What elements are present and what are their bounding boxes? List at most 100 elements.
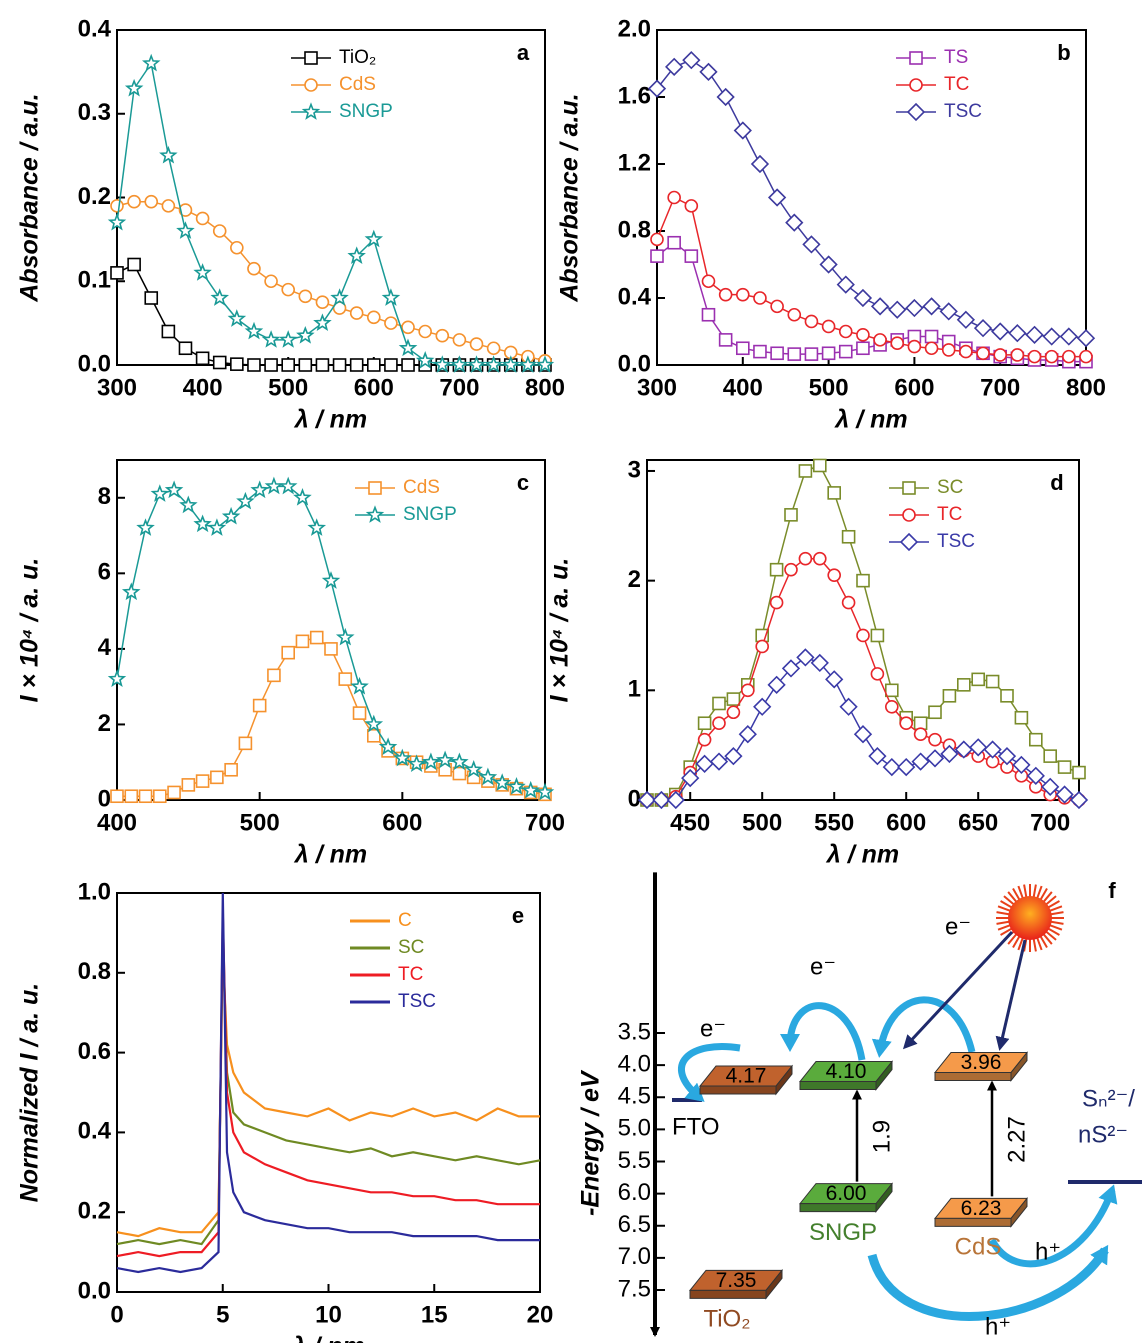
marker bbox=[281, 358, 296, 372]
sun-ray bbox=[1017, 936, 1025, 951]
hole-arrow bbox=[867, 1244, 1109, 1321]
marker bbox=[164, 480, 184, 499]
marker bbox=[153, 789, 167, 804]
y-tick-label: 0.4 bbox=[78, 15, 112, 42]
marker bbox=[401, 358, 415, 372]
marker bbox=[296, 325, 315, 344]
marker bbox=[1043, 749, 1057, 763]
sun-ray bbox=[1049, 920, 1064, 925]
marker bbox=[381, 288, 401, 306]
marker bbox=[486, 341, 501, 356]
x-tick-label: 600 bbox=[886, 809, 926, 836]
box-side bbox=[775, 1064, 793, 1096]
sun-ray bbox=[1039, 934, 1048, 948]
marker bbox=[309, 630, 324, 645]
sun-ray bbox=[1023, 884, 1028, 899]
marker bbox=[452, 333, 467, 347]
marker bbox=[787, 347, 802, 361]
marker bbox=[712, 716, 726, 731]
marker bbox=[838, 324, 853, 339]
marker bbox=[167, 785, 181, 800]
box-label: 7.35 bbox=[716, 1269, 757, 1292]
marker bbox=[882, 757, 901, 777]
series-line bbox=[116, 912, 540, 1258]
marker bbox=[667, 235, 681, 250]
marker bbox=[518, 355, 538, 373]
marker bbox=[321, 571, 341, 589]
sun-ray bbox=[1035, 885, 1043, 900]
marker bbox=[942, 689, 957, 703]
panel-label: a bbox=[517, 40, 530, 65]
marker bbox=[421, 752, 441, 771]
marker bbox=[366, 358, 381, 372]
plot-frame bbox=[656, 29, 1087, 366]
marker bbox=[873, 333, 887, 347]
panel-label: f bbox=[1108, 878, 1116, 903]
y-axis-title: Normalized I / a. u. bbox=[16, 983, 44, 1203]
sun-ray bbox=[1032, 884, 1037, 899]
marker bbox=[144, 194, 159, 209]
marker bbox=[940, 744, 959, 764]
marker bbox=[695, 754, 714, 773]
marker bbox=[841, 595, 856, 610]
material-label: SNGP bbox=[809, 1219, 877, 1246]
legend-label: TiO₂ bbox=[339, 47, 376, 68]
marker bbox=[384, 358, 398, 372]
marker bbox=[107, 212, 127, 231]
marker bbox=[802, 235, 821, 254]
marker bbox=[224, 762, 238, 777]
marker bbox=[507, 777, 526, 795]
marker bbox=[407, 754, 426, 773]
marker bbox=[716, 87, 735, 107]
legend-label: SNGP bbox=[403, 504, 457, 525]
marker bbox=[252, 698, 267, 713]
marker bbox=[144, 291, 159, 305]
marker bbox=[841, 529, 856, 544]
marker bbox=[478, 767, 498, 786]
legend-label: C bbox=[398, 910, 412, 931]
y-axis-title: -Energy / eV bbox=[577, 1069, 605, 1216]
marker bbox=[853, 725, 873, 744]
marker bbox=[718, 333, 733, 347]
y-tick-label: 5.0 bbox=[618, 1115, 651, 1142]
marker bbox=[1069, 790, 1089, 810]
marker bbox=[161, 324, 176, 339]
y-tick-label: 2 bbox=[628, 566, 641, 593]
marker bbox=[798, 464, 813, 478]
marker bbox=[1076, 329, 1096, 348]
y-tick-label: 1 bbox=[628, 676, 641, 703]
marker bbox=[244, 321, 264, 340]
series-line bbox=[116, 61, 545, 366]
sun-ray bbox=[1017, 885, 1025, 900]
marker bbox=[821, 346, 836, 361]
level-box bbox=[933, 1196, 1029, 1228]
marker bbox=[856, 328, 870, 342]
y-tick-label: 0.8 bbox=[78, 958, 111, 985]
hole-arrow bbox=[988, 1184, 1118, 1268]
marker bbox=[178, 203, 193, 217]
sun-ray bbox=[1048, 923, 1063, 931]
sun-ray bbox=[1048, 905, 1063, 913]
marker bbox=[993, 348, 1008, 362]
marker bbox=[812, 551, 827, 566]
x-tick-label: 700 bbox=[439, 374, 479, 401]
marker bbox=[665, 57, 684, 76]
marker bbox=[941, 343, 956, 357]
box-side bbox=[1010, 1051, 1028, 1082]
marker bbox=[492, 773, 512, 791]
marker bbox=[650, 249, 664, 263]
marker bbox=[971, 672, 986, 687]
marker bbox=[928, 732, 942, 747]
legend-marker bbox=[365, 505, 385, 523]
marker bbox=[735, 287, 750, 302]
marker bbox=[767, 675, 786, 694]
marker bbox=[784, 508, 798, 522]
marker bbox=[230, 240, 244, 255]
sun bbox=[996, 884, 1064, 952]
x-axis-title: λ / nm bbox=[293, 841, 367, 869]
light-arrow bbox=[902, 930, 1014, 1050]
marker bbox=[913, 727, 928, 741]
marker bbox=[1044, 349, 1059, 364]
y-tick-label: 0.4 bbox=[78, 1118, 112, 1145]
marker bbox=[338, 672, 353, 686]
